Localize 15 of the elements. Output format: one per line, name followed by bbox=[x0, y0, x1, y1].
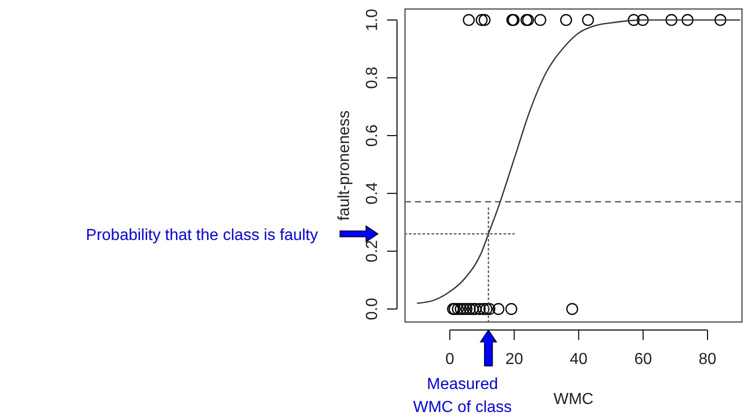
x-tick-label: 80 bbox=[698, 350, 717, 368]
x-tick-label: 40 bbox=[570, 350, 588, 368]
x-axis-title: WMC bbox=[554, 391, 594, 408]
y-tick-label: 0.4 bbox=[364, 182, 381, 205]
text: Probability that the class is faulty bbox=[86, 226, 318, 244]
y-tick-label: 0.0 bbox=[364, 298, 381, 320]
y-tick-label: 1.0 bbox=[364, 8, 381, 32]
x-tick-label: 0 bbox=[445, 350, 454, 368]
y-tick-label: 0.6 bbox=[364, 124, 381, 147]
y-tick-label: 0.8 bbox=[364, 66, 381, 89]
y-axis-title: fault-proneness bbox=[336, 110, 353, 221]
text: Measured WMC of class bbox=[413, 376, 512, 416]
x-tick-label: 60 bbox=[634, 350, 652, 368]
y-tick-label: 0.2 bbox=[364, 240, 381, 262]
x-tick-label: 20 bbox=[505, 350, 524, 368]
